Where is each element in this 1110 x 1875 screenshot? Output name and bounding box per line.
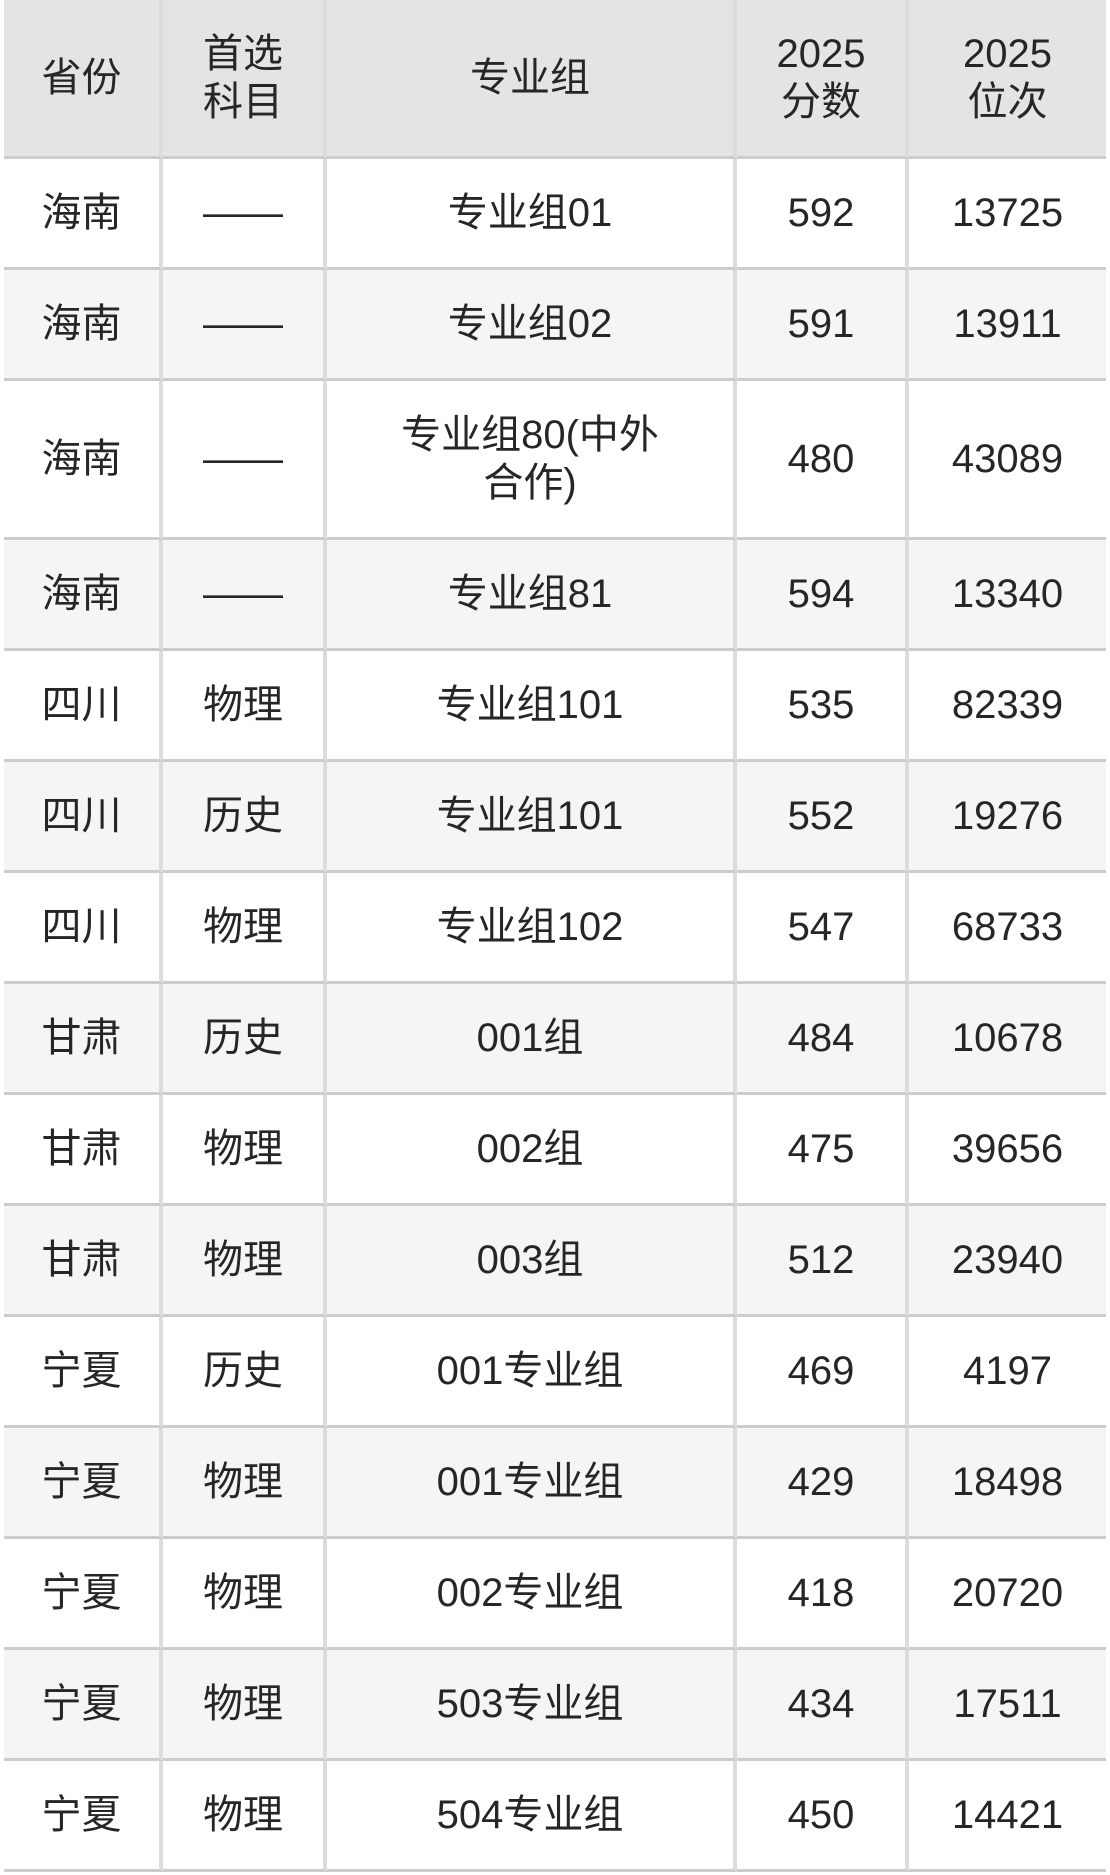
col-header-score: 2025 分数 (737, 0, 909, 159)
cell-score2025: 512 (737, 1206, 909, 1317)
cell-subject: 物理 (163, 1095, 327, 1206)
table-row: 海南 —— 专业组01 592 13725 (4, 159, 1106, 270)
cell-province: 宁夏 (4, 1761, 163, 1872)
cell-score2025: 480 (737, 381, 909, 540)
table-row: 宁夏 物理 504专业组 450 14421 (4, 1761, 1106, 1872)
cell-rank2025: 13340 (909, 540, 1106, 651)
cell-subject: 历史 (163, 762, 327, 873)
cell-rank2025: 19276 (909, 762, 1106, 873)
col-header-rank: 2025 位次 (909, 0, 1106, 159)
table-row: 甘肃 历史 001组 484 10678 (4, 984, 1106, 1095)
cell-rank2025: 13911 (909, 270, 1106, 381)
cell-score2025: 594 (737, 540, 909, 651)
cell-province: 宁夏 (4, 1428, 163, 1539)
table-row: 海南 —— 专业组81 594 13340 (4, 540, 1106, 651)
cell-rank2025: 68733 (909, 873, 1106, 984)
cell-province: 海南 (4, 270, 163, 381)
table-row: 四川 物理 专业组102 547 68733 (4, 873, 1106, 984)
cell-subject: 历史 (163, 1317, 327, 1428)
admission-scores-table: 省份 首选 科目 专业组 2025 分数 2025 位次 海南 —— 专业组01 59… (4, 0, 1106, 1872)
table-row: 甘肃 物理 003组 512 23940 (4, 1206, 1106, 1317)
table-row: 宁夏 物理 001专业组 429 18498 (4, 1428, 1106, 1539)
cell-rank2025: 18498 (909, 1428, 1106, 1539)
cell-group: 504专业组 (327, 1761, 737, 1872)
cell-group: 专业组102 (327, 873, 737, 984)
cell-score2025: 450 (737, 1761, 909, 1872)
cell-subject: —— (163, 381, 327, 540)
cell-score2025: 535 (737, 651, 909, 762)
cell-rank2025: 43089 (909, 381, 1106, 540)
cell-group: 专业组81 (327, 540, 737, 651)
cell-score2025: 429 (737, 1428, 909, 1539)
table-row: 四川 物理 专业组101 535 82339 (4, 651, 1106, 762)
cell-subject: —— (163, 540, 327, 651)
cell-score2025: 591 (737, 270, 909, 381)
cell-score2025: 547 (737, 873, 909, 984)
cell-score2025: 475 (737, 1095, 909, 1206)
cell-group: 001专业组 (327, 1317, 737, 1428)
cell-group: 专业组02 (327, 270, 737, 381)
cell-score2025: 434 (737, 1650, 909, 1761)
cell-subject: 物理 (163, 1761, 327, 1872)
header-row: 省份 首选 科目 专业组 2025 分数 2025 位次 (4, 0, 1106, 159)
cell-province: 四川 (4, 873, 163, 984)
cell-group: 002专业组 (327, 1539, 737, 1650)
cell-province: 海南 (4, 540, 163, 651)
cell-province: 海南 (4, 381, 163, 540)
col-header-group: 专业组 (327, 0, 737, 159)
cell-rank2025: 14421 (909, 1761, 1106, 1872)
cell-subject: 物理 (163, 873, 327, 984)
cell-province: 四川 (4, 651, 163, 762)
cell-rank2025: 13725 (909, 159, 1106, 270)
table-row: 海南 —— 专业组80(中外 合作) 480 43089 (4, 381, 1106, 540)
table-row: 宁夏 物理 002专业组 418 20720 (4, 1539, 1106, 1650)
cell-rank2025: 82339 (909, 651, 1106, 762)
col-header-subject: 首选 科目 (163, 0, 327, 159)
table-row: 海南 —— 专业组02 591 13911 (4, 270, 1106, 381)
cell-group: 002组 (327, 1095, 737, 1206)
cell-rank2025: 23940 (909, 1206, 1106, 1317)
cell-group: 专业组80(中外 合作) (327, 381, 737, 540)
cell-province: 宁夏 (4, 1317, 163, 1428)
cell-score2025: 469 (737, 1317, 909, 1428)
cell-subject: —— (163, 270, 327, 381)
cell-score2025: 418 (737, 1539, 909, 1650)
cell-subject: 物理 (163, 1206, 327, 1317)
cell-group: 专业组01 (327, 159, 737, 270)
col-header-province: 省份 (4, 0, 163, 159)
cell-subject: 物理 (163, 1650, 327, 1761)
cell-score2025: 552 (737, 762, 909, 873)
cell-group: 001组 (327, 984, 737, 1095)
cell-province: 宁夏 (4, 1650, 163, 1761)
cell-score2025: 592 (737, 159, 909, 270)
cell-province: 甘肃 (4, 1095, 163, 1206)
cell-group: 001专业组 (327, 1428, 737, 1539)
cell-group: 专业组101 (327, 651, 737, 762)
cell-subject: 物理 (163, 1539, 327, 1650)
cell-rank2025: 10678 (909, 984, 1106, 1095)
cell-subject: 物理 (163, 651, 327, 762)
cell-province: 四川 (4, 762, 163, 873)
cell-subject: 历史 (163, 984, 327, 1095)
table-body: 海南 —— 专业组01 592 13725 海南 —— 专业组02 591 13911 海南 —— 专业… (4, 159, 1106, 1872)
cell-province: 海南 (4, 159, 163, 270)
table-row: 四川 历史 专业组101 552 19276 (4, 762, 1106, 873)
cell-subject: —— (163, 159, 327, 270)
cell-group: 503专业组 (327, 1650, 737, 1761)
table-row: 甘肃 物理 002组 475 39656 (4, 1095, 1106, 1206)
cell-rank2025: 4197 (909, 1317, 1106, 1428)
cell-group: 专业组101 (327, 762, 737, 873)
cell-rank2025: 17511 (909, 1650, 1106, 1761)
cell-province: 甘肃 (4, 1206, 163, 1317)
cell-rank2025: 20720 (909, 1539, 1106, 1650)
cell-group: 003组 (327, 1206, 737, 1317)
cell-province: 宁夏 (4, 1539, 163, 1650)
cell-subject: 物理 (163, 1428, 327, 1539)
cell-province: 甘肃 (4, 984, 163, 1095)
table-row: 宁夏 历史 001专业组 469 4197 (4, 1317, 1106, 1428)
table-row: 宁夏 物理 503专业组 434 17511 (4, 1650, 1106, 1761)
cell-rank2025: 39656 (909, 1095, 1106, 1206)
cell-score2025: 484 (737, 984, 909, 1095)
